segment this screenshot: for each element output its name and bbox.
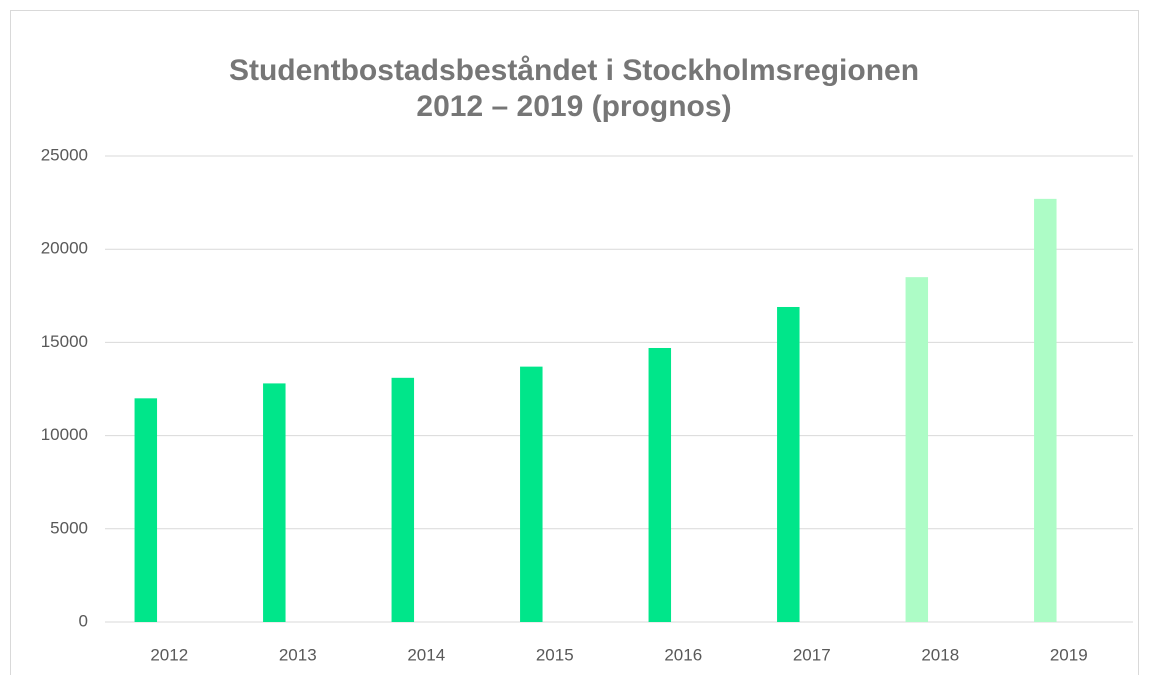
y-tick-label: 15000 — [41, 332, 88, 351]
x-tick-label: 2017 — [793, 645, 831, 664]
x-tick-label: 2012 — [150, 645, 188, 664]
x-tick-label: 2018 — [921, 645, 959, 664]
bar — [391, 377, 415, 622]
chart-title: Studentbostadsbeståndet i Stockholmsregi… — [229, 54, 919, 87]
x-tick-label: 2014 — [407, 645, 445, 664]
y-tick-label: 0 — [79, 611, 88, 630]
bar — [520, 366, 543, 622]
bar — [134, 398, 158, 622]
bar — [1034, 198, 1057, 622]
y-tick-label: 5000 — [50, 518, 88, 537]
y-tick-label: 25000 — [41, 145, 88, 164]
y-tick-label: 20000 — [41, 239, 88, 258]
bar — [777, 306, 800, 622]
bar — [905, 277, 929, 622]
bar — [263, 383, 286, 622]
y-tick-label: 10000 — [41, 425, 88, 444]
bar — [648, 347, 672, 622]
chart-title: 2012 – 2019 (prognos) — [416, 90, 731, 123]
x-tick-label: 2013 — [279, 645, 317, 664]
x-tick-label: 2015 — [536, 645, 574, 664]
x-tick-label: 2016 — [664, 645, 702, 664]
x-tick-label: 2019 — [1050, 645, 1088, 664]
